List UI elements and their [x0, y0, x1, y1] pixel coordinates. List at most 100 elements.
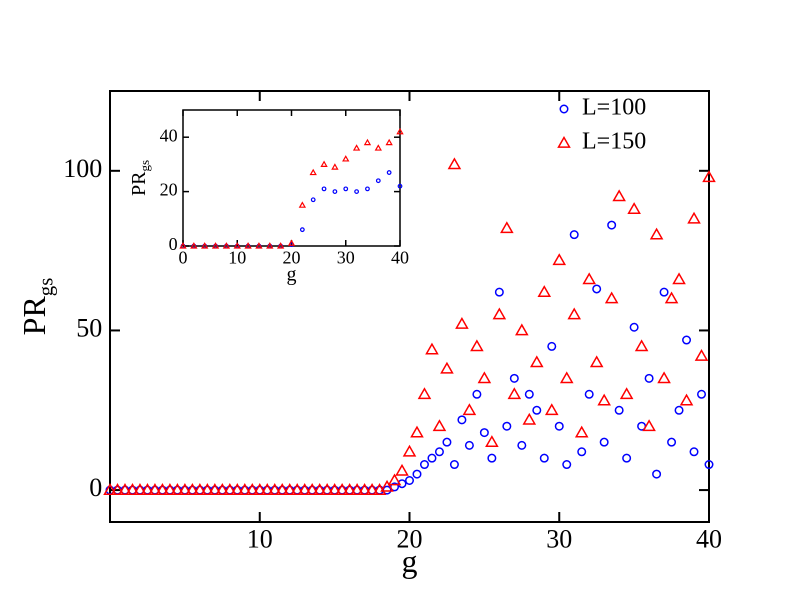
marker-triangle — [604, 291, 619, 304]
legend-item: L=150 — [557, 129, 646, 155]
marker-triangle — [190, 242, 198, 249]
marker-triangle — [507, 387, 522, 400]
marker-triangle — [500, 221, 514, 234]
marker-triangle — [230, 483, 245, 495]
marker-circle — [449, 460, 459, 470]
marker-triangle — [320, 483, 334, 495]
marker-triangle — [276, 242, 285, 249]
y-tick-label: 0 — [89, 473, 102, 502]
marker-triangle — [522, 412, 537, 425]
marker-triangle — [417, 387, 432, 400]
marker-circle — [644, 373, 654, 383]
marker-triangle — [223, 483, 237, 495]
marker-circle — [532, 405, 542, 415]
y-axis-label: PRgs — [16, 278, 57, 336]
marker-triangle — [298, 201, 307, 208]
marker-triangle — [559, 371, 574, 384]
markers — [179, 127, 404, 249]
legend-marker — [557, 135, 571, 148]
marker-triangle — [252, 483, 267, 495]
marker-triangle — [352, 144, 361, 151]
marker-triangle — [552, 253, 567, 266]
marker-triangle — [331, 163, 339, 170]
marker-triangle — [211, 242, 220, 249]
marker-triangle — [297, 483, 312, 495]
y-axis-label-main: PR — [16, 296, 52, 336]
marker-triangle — [215, 483, 230, 495]
marker-triangle — [470, 339, 484, 352]
marker-triangle — [365, 483, 379, 495]
x-tick-label: 20 — [397, 524, 423, 553]
marker-triangle — [462, 403, 477, 416]
marker-triangle — [492, 307, 507, 320]
marker-triangle — [148, 483, 162, 495]
marker-circle — [517, 440, 527, 450]
plot-frame — [182, 109, 401, 247]
marker-circle — [405, 475, 414, 485]
marker-triangle — [233, 242, 241, 249]
marker-triangle — [140, 483, 155, 495]
marker-circle — [494, 287, 504, 297]
marker-triangle — [327, 483, 342, 495]
marker-triangle — [679, 393, 694, 406]
marker-circle — [682, 335, 692, 345]
marker-triangle — [275, 483, 290, 495]
markers — [103, 157, 716, 495]
marker-circle — [584, 389, 594, 399]
marker-triangle — [103, 483, 117, 495]
marker-triangle — [305, 483, 319, 495]
marker-triangle — [515, 323, 529, 336]
marker-circle — [354, 189, 360, 195]
marker-triangle — [266, 242, 274, 249]
y-axis-label-sub: gs — [137, 160, 152, 172]
marker-triangle — [589, 355, 604, 368]
marker-triangle — [201, 242, 209, 249]
marker-triangle — [642, 419, 656, 432]
marker-triangle — [178, 483, 192, 495]
marker-circle — [487, 453, 497, 463]
marker-circle — [386, 170, 392, 175]
marker-circle — [479, 428, 489, 438]
marker-circle — [524, 389, 534, 399]
marker-triangle — [664, 291, 679, 304]
marker-circle — [592, 284, 602, 294]
marker-circle — [472, 389, 482, 399]
marker-circle — [434, 447, 444, 457]
marker-circle — [539, 453, 549, 463]
marker-triangle — [425, 342, 439, 355]
marker-triangle — [440, 361, 454, 374]
marker-triangle — [567, 307, 582, 320]
marker-circle — [397, 479, 407, 489]
y-tick-label: 0 — [169, 234, 178, 254]
marker-triangle — [582, 272, 596, 285]
marker-triangle — [649, 227, 664, 240]
marker-circle — [614, 405, 624, 415]
y-tick-label: 100 — [63, 154, 102, 183]
legend-label: L=100 — [582, 95, 646, 121]
marker-triangle — [335, 483, 349, 495]
marker-circle — [412, 469, 422, 479]
marker-circle — [397, 183, 403, 189]
marker-triangle — [374, 144, 382, 151]
marker-triangle — [634, 339, 649, 352]
marker-triangle — [163, 483, 177, 495]
x-axis-label: g — [402, 543, 418, 579]
marker-circle — [343, 186, 349, 192]
marker-triangle — [179, 242, 187, 249]
marker-triangle — [455, 317, 469, 329]
marker-triangle — [200, 483, 215, 495]
legend-item: L=100 — [559, 95, 646, 121]
marker-triangle — [529, 355, 544, 368]
marker-circle — [689, 447, 699, 457]
y-tick-label: 50 — [76, 313, 102, 342]
marker-triangle — [702, 170, 716, 183]
marker-circle — [419, 460, 429, 470]
marker-circle — [674, 405, 684, 415]
marker-triangle — [627, 202, 641, 215]
x-tick-label: 40 — [696, 524, 722, 553]
marker-circle — [554, 421, 564, 431]
marker-triangle — [208, 483, 222, 495]
marker-triangle — [357, 483, 372, 495]
marker-circle — [667, 437, 677, 447]
marker-triangle — [110, 483, 125, 495]
